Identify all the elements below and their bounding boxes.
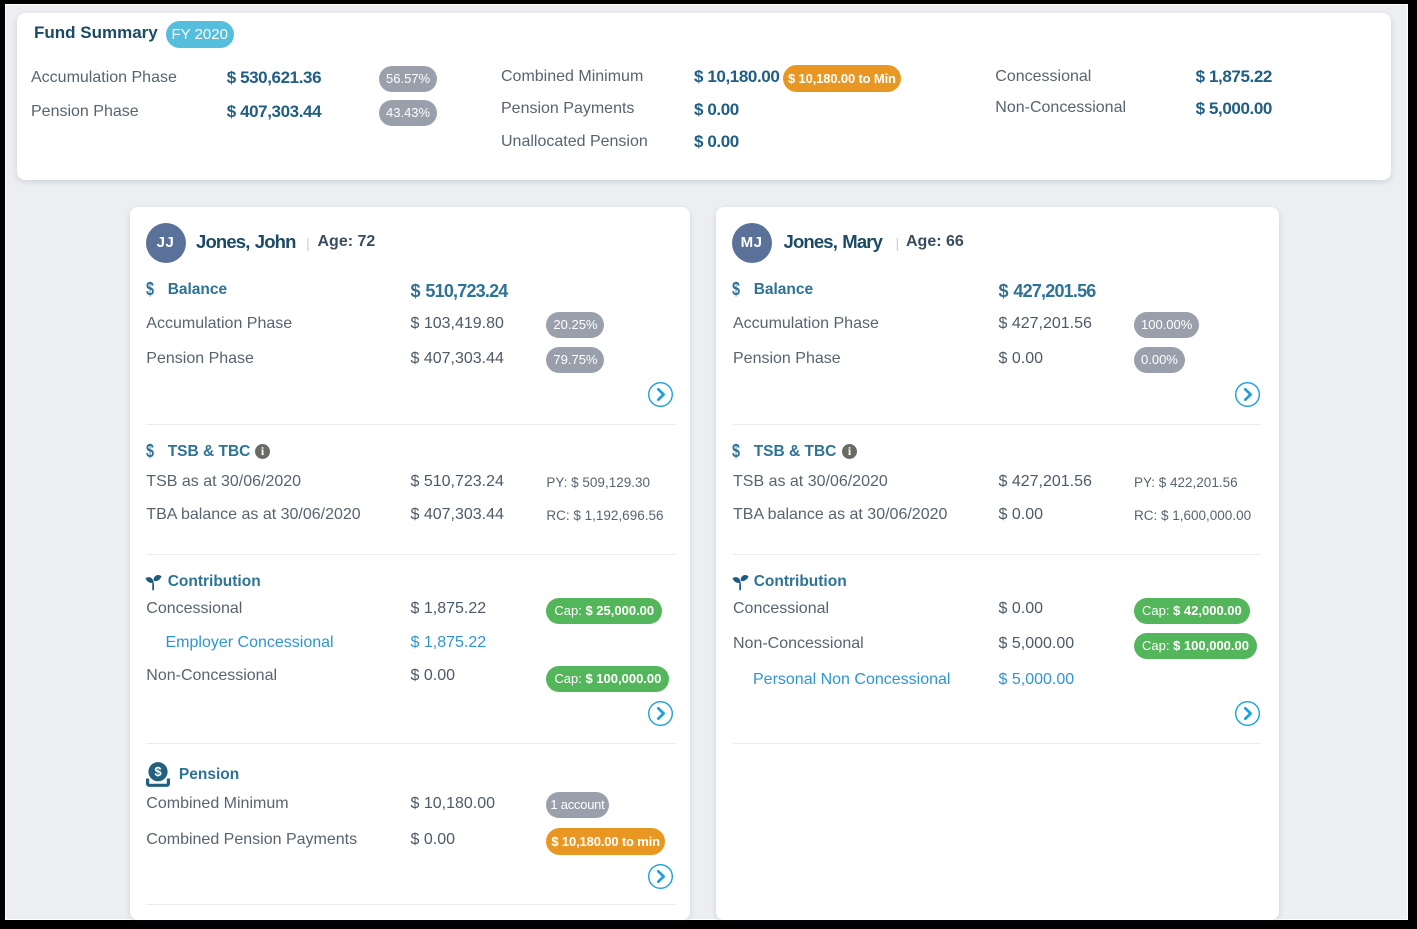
svg-text:$: $	[154, 764, 162, 779]
